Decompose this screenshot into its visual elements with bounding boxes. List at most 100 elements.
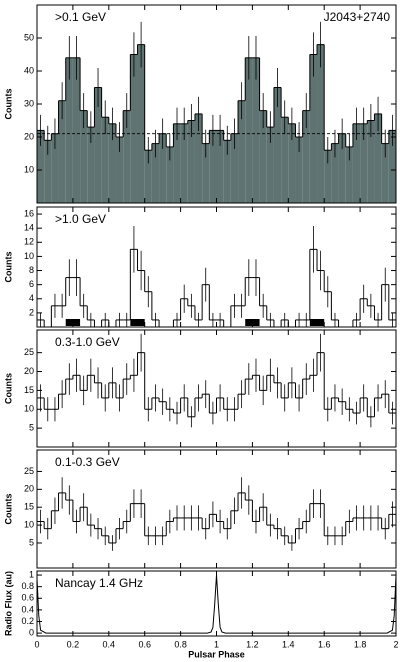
bar <box>37 130 45 203</box>
y-tick-label: 5 <box>29 537 34 547</box>
y-tick-label: 5 <box>29 423 34 433</box>
bar <box>302 110 310 203</box>
bar <box>388 130 396 203</box>
bar <box>259 110 267 203</box>
bar <box>266 127 274 203</box>
panel-label: 0.3-1.0 GeV <box>55 335 120 349</box>
bar <box>309 54 318 203</box>
y-tick-label: 0.2 <box>21 616 34 626</box>
x-tick-label: 0 <box>34 639 39 649</box>
bar <box>58 100 66 203</box>
x-tick-label: 2 <box>393 639 398 649</box>
bar <box>352 123 361 203</box>
bar <box>115 137 124 203</box>
bar <box>187 120 195 203</box>
x-tick-label: 1 <box>214 639 219 649</box>
bar <box>223 140 231 203</box>
y-tick-label: 8 <box>29 265 34 275</box>
x-tick-label: 1.8 <box>354 639 367 649</box>
y-tick-label: 20 <box>24 366 34 376</box>
source-name: J2043+2740 <box>324 10 391 24</box>
y-tick-label: 2 <box>29 307 34 317</box>
bar <box>65 57 73 203</box>
x-tick-label: 0.2 <box>67 639 80 649</box>
panel-label: >1.0 GeV <box>55 212 106 226</box>
bar <box>144 150 152 203</box>
y-tick-label: 1 <box>29 569 34 579</box>
x-tick-label: 0.6 <box>138 639 151 649</box>
bar <box>51 133 59 203</box>
on-pulse-window <box>130 319 145 326</box>
x-tick-label: 1.6 <box>318 639 331 649</box>
x-tick-label: 0.8 <box>174 639 187 649</box>
y-tick-label: 4 <box>29 293 34 303</box>
bar <box>166 146 174 203</box>
bar <box>230 133 239 203</box>
bar <box>317 44 325 203</box>
bar <box>80 110 88 203</box>
y-tick-label: 14 <box>24 223 34 233</box>
y-axis-title: Counts <box>3 252 13 283</box>
bar <box>101 117 109 203</box>
bar <box>151 143 160 203</box>
bar <box>87 127 95 203</box>
y-tick-label: 10 <box>24 164 34 174</box>
y-tick-label: 15 <box>24 502 34 512</box>
y-axis-title: Counts <box>3 89 13 120</box>
bar <box>381 143 389 203</box>
bar <box>108 123 116 203</box>
x-tick-label: 0.4 <box>103 639 116 649</box>
x-axis-title: Pulsar Phase <box>188 649 245 659</box>
y-tick-label: 12 <box>24 237 34 247</box>
y-tick-label: 20 <box>24 484 34 494</box>
y-tick-label: 6 <box>29 279 34 289</box>
on-pulse-window <box>309 319 325 326</box>
bar <box>194 113 203 203</box>
bar <box>324 150 332 203</box>
bar <box>137 44 145 203</box>
bar <box>44 140 52 203</box>
panel-label: 0.1-0.3 GeV <box>55 455 120 469</box>
bar <box>273 87 282 203</box>
y-tick-label: 0 <box>29 627 34 637</box>
bar <box>209 130 217 203</box>
y-tick-label: 16 <box>24 208 34 218</box>
y-tick-label: 20 <box>24 131 34 141</box>
bar <box>123 110 131 203</box>
y-tick-label: 15 <box>24 385 34 395</box>
y-tick-label: 10 <box>24 519 34 529</box>
bar <box>374 113 382 203</box>
bar <box>130 54 138 203</box>
y-axis-title: Radio Flux (au) <box>3 571 13 636</box>
bar <box>94 87 102 203</box>
bar <box>338 133 346 203</box>
bar <box>245 57 253 203</box>
y-axis-title: Counts <box>3 494 13 525</box>
y-tick-label: 0.4 <box>21 604 34 614</box>
bar <box>360 123 368 203</box>
bar <box>180 123 188 203</box>
y-tick-label: 10 <box>24 404 34 414</box>
bar <box>288 123 296 203</box>
y-tick-label: 30 <box>24 98 34 108</box>
bar <box>295 137 303 203</box>
bar <box>173 123 181 203</box>
bar <box>281 117 289 203</box>
x-tick-label: 1.2 <box>246 639 259 649</box>
y-tick-label: 25 <box>24 466 34 476</box>
bar <box>252 57 260 203</box>
bar <box>367 120 375 203</box>
bar <box>159 133 167 203</box>
y-tick-label: 0.6 <box>21 593 34 603</box>
y-axis-title: Counts <box>3 373 13 404</box>
y-tick-label: 0.8 <box>21 581 34 591</box>
bar <box>202 143 210 203</box>
bar <box>72 57 81 203</box>
y-tick-label: 50 <box>24 32 34 42</box>
y-tick-label: 40 <box>24 65 34 75</box>
bar <box>331 143 339 203</box>
bar <box>345 146 353 203</box>
y-tick-label: 10 <box>24 251 34 261</box>
x-tick-label: 1.4 <box>282 639 295 649</box>
